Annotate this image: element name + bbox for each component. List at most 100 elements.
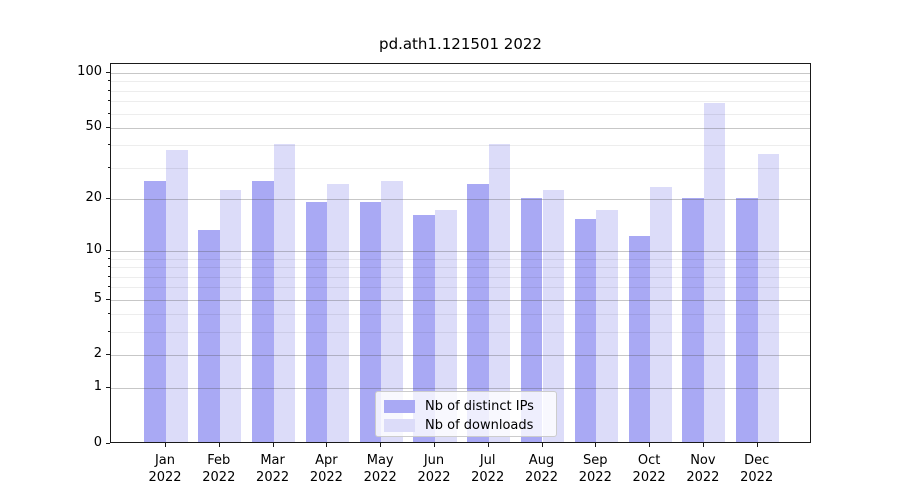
bar-distinct-ips-feb — [198, 230, 220, 442]
bar-distinct-ips-jul — [467, 183, 489, 442]
minor-gridline — [111, 101, 810, 103]
x-tick-mark — [218, 443, 220, 447]
x-tick-label-feb: Feb 2022 — [202, 453, 236, 485]
y-tick-mark — [106, 126, 110, 128]
major-gridline — [111, 199, 810, 201]
y-tick-label: 50 — [85, 118, 102, 134]
y-minor-tick-mark — [108, 112, 110, 114]
bar-distinct-ips-mar — [252, 180, 274, 442]
minor-gridline — [111, 113, 810, 115]
y-minor-tick-mark — [108, 89, 110, 91]
legend-label-downloads: Nb of downloads — [425, 418, 534, 433]
y-tick-mark — [106, 442, 110, 444]
major-gridline — [111, 73, 810, 74]
x-tick-mark — [702, 443, 704, 447]
x-tick-mark — [326, 443, 328, 447]
y-tick-label: 100 — [77, 64, 102, 79]
chart-title: pd.ath1.121501 2022 — [379, 35, 542, 53]
bar-distinct-ips-dec — [736, 197, 758, 442]
minor-gridline — [111, 258, 810, 260]
x-tick-label-dec: Dec 2022 — [740, 453, 774, 485]
x-tick-label-apr: Apr 2022 — [309, 453, 343, 485]
x-tick-mark — [272, 443, 274, 447]
bar-downloads-sep — [596, 210, 618, 442]
legend-item-distinct-ips: Nb of distinct IPs — [384, 397, 556, 416]
bar-downloads-nov — [703, 103, 726, 442]
y-minor-tick-mark — [108, 266, 110, 268]
y-minor-tick-mark — [108, 166, 110, 168]
minor-gridline — [111, 314, 810, 316]
bar-downloads-jun — [435, 210, 457, 442]
y-tick-label: 5 — [93, 290, 102, 306]
bar-downloads-jan — [166, 150, 188, 442]
bar-distinct-ips-may — [359, 201, 382, 442]
bar-downloads-feb — [219, 190, 242, 442]
x-tick-label-may: May 2022 — [363, 453, 397, 485]
x-tick-mark — [165, 443, 166, 447]
bar-distinct-ips-apr — [305, 201, 328, 442]
minor-gridline — [111, 287, 810, 289]
y-tick-mark — [106, 72, 110, 73]
major-gridline — [111, 127, 810, 129]
bar-distinct-ips-aug — [520, 197, 543, 442]
y-minor-tick-mark — [108, 100, 110, 102]
bar-downloads-may — [381, 180, 403, 442]
bar-downloads-oct — [650, 186, 672, 442]
x-tick-label-oct: Oct 2022 — [632, 453, 666, 485]
bar-downloads-apr — [327, 183, 349, 442]
x-tick-mark — [649, 443, 651, 447]
bar-downloads-mar — [273, 143, 296, 442]
legend-swatch-distinct-ips — [384, 400, 415, 413]
bar-distinct-ips-sep — [574, 219, 597, 442]
minor-gridline — [111, 145, 810, 147]
y-minor-tick-mark — [108, 286, 110, 288]
legend-item-downloads: Nb of downloads — [384, 416, 556, 435]
x-tick-mark — [756, 443, 758, 447]
plot-area — [110, 63, 811, 443]
y-tick-label: 10 — [85, 242, 102, 257]
bar-downloads-jul — [488, 143, 511, 442]
bar-distinct-ips-jan — [144, 180, 166, 442]
bar-distinct-ips-oct — [628, 236, 651, 442]
y-tick-label: 20 — [85, 190, 102, 206]
minor-gridline — [111, 167, 810, 169]
y-tick-mark — [106, 198, 110, 200]
y-tick-label: 1 — [93, 378, 102, 394]
major-gridline — [111, 355, 810, 357]
legend: Nb of distinct IPs Nb of downloads — [375, 391, 557, 437]
y-tick-label: 2 — [93, 346, 102, 362]
y-minor-tick-mark — [108, 80, 110, 82]
x-tick-label-nov: Nov 2022 — [686, 453, 720, 485]
x-tick-label-mar: Mar 2022 — [256, 453, 290, 485]
y-tick-mark — [106, 354, 110, 356]
y-tick-mark — [106, 298, 110, 300]
x-tick-mark — [434, 443, 435, 447]
x-tick-mark — [380, 443, 382, 447]
bar-downloads-aug — [542, 190, 565, 442]
major-gridline — [111, 387, 810, 389]
x-tick-label-aug: Aug 2022 — [524, 453, 559, 485]
major-gridline — [111, 251, 810, 252]
y-minor-tick-mark — [108, 313, 110, 315]
x-tick-mark — [541, 443, 543, 447]
minor-gridline — [111, 81, 810, 83]
y-minor-tick-mark — [108, 144, 110, 146]
y-minor-tick-mark — [108, 275, 110, 277]
x-tick-label-jun: Jun 2022 — [417, 453, 451, 485]
legend-swatch-downloads — [384, 419, 415, 432]
legend-label-distinct-ips: Nb of distinct IPs — [425, 399, 534, 414]
minor-gridline — [111, 332, 810, 334]
y-minor-tick-mark — [108, 331, 110, 333]
minor-gridline — [111, 90, 810, 92]
y-tick-mark — [106, 386, 110, 388]
minor-gridline — [111, 276, 810, 278]
x-tick-label-jan: Jan 2022 — [148, 453, 182, 485]
x-tick-label-jul: Jul 2022 — [471, 453, 505, 485]
major-gridline — [111, 299, 810, 301]
y-tick-mark — [106, 250, 110, 251]
bar-distinct-ips-jun — [413, 214, 435, 442]
bar-downloads-dec — [757, 154, 780, 442]
x-tick-label-sep: Sep 2022 — [578, 453, 612, 485]
x-tick-mark — [487, 443, 489, 447]
